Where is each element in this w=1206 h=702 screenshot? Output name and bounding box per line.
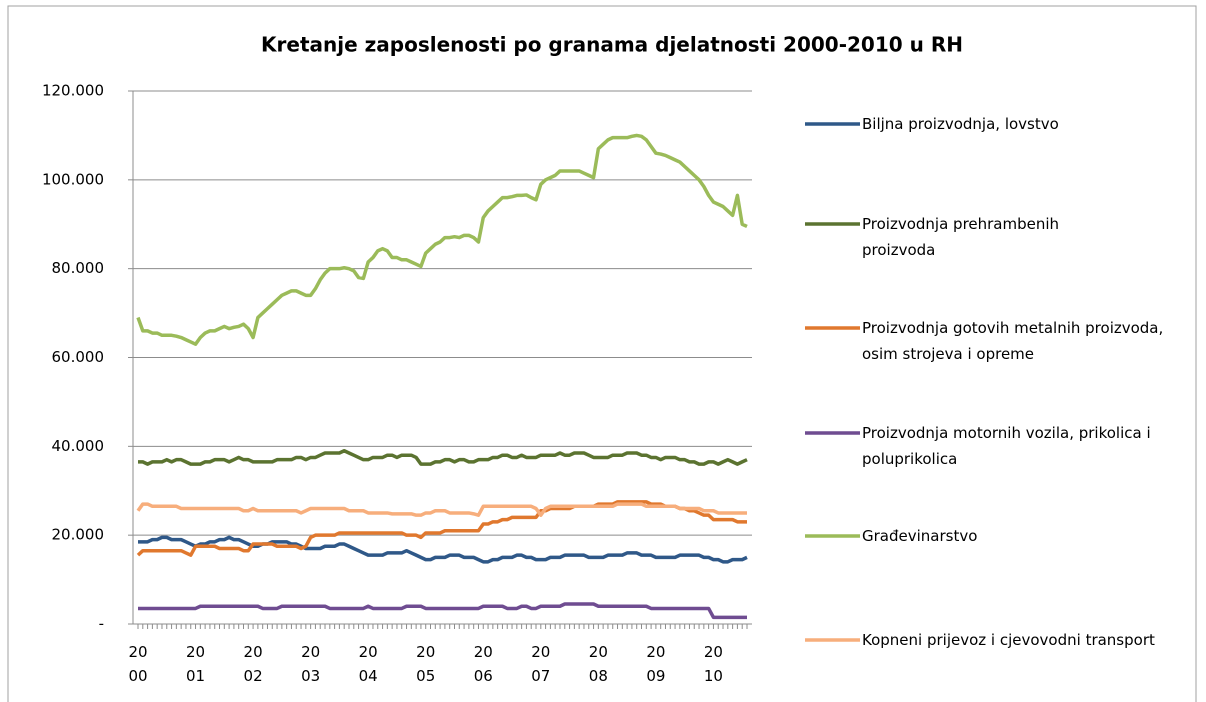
legend-label: Kopneni prijevoz i cjevovodni transport: [862, 631, 1155, 649]
x-tick-label: 20 10: [704, 643, 723, 685]
series-line: [136, 133, 748, 346]
x-tick-label: 20 06: [474, 643, 493, 685]
y-tick-label: -: [99, 615, 104, 633]
series-line: [136, 502, 747, 517]
y-tick-label: 40.000: [52, 437, 105, 455]
y-tick-label: 100.000: [42, 170, 104, 188]
x-tick-label: 20 07: [531, 643, 550, 685]
x-tick-label: 20 00: [128, 643, 147, 685]
legend-label: Proizvodnja motornih vozila, prikolica i…: [862, 424, 1151, 468]
x-tick-label: 20 05: [416, 643, 435, 685]
chart-title: Kretanje zaposlenosti po granama djelatn…: [261, 33, 963, 57]
series-line: [138, 602, 747, 620]
chart-frame: [7, 5, 1197, 702]
legend-label: Proizvodnja prehrambenih proizvoda: [862, 215, 1060, 259]
series-line: [138, 449, 748, 466]
y-tick-label: 20.000: [52, 526, 105, 544]
x-tick-label: 20 09: [646, 643, 665, 685]
x-tick-label: 20 08: [589, 643, 608, 685]
x-tick-label: 20 04: [359, 643, 378, 685]
x-tick-label: 20 01: [186, 643, 205, 685]
series-line: [136, 500, 747, 557]
x-tick-label: 20 02: [244, 643, 263, 685]
legend-label: Biljna proizvodnja, lovstvo: [862, 115, 1059, 133]
legend-label: Proizvodnja gotovih metalnih proizvoda, …: [862, 319, 1164, 363]
series-line: [138, 535, 748, 564]
y-tick-label: 120.000: [42, 82, 104, 100]
x-tick-label: 20 03: [301, 643, 320, 685]
y-tick-label: 80.000: [52, 259, 105, 277]
legend-label: Građevinarstvo: [862, 527, 978, 545]
y-tick-label: 60.000: [52, 348, 105, 366]
